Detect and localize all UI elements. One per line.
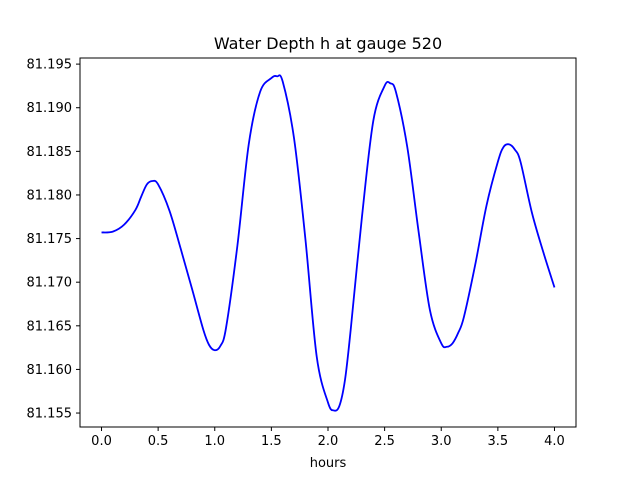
y-tick-label: 81.170 xyxy=(27,276,73,291)
chart-title: Water Depth h at gauge 520 xyxy=(214,34,442,53)
y-tick-label: 81.160 xyxy=(27,363,73,378)
y-tick-label: 81.195 xyxy=(27,58,73,73)
x-tick-label: 3.0 xyxy=(431,434,452,449)
x-tick-label: 0.0 xyxy=(91,434,112,449)
y-axis-ticks: 81.155 81.160 81.165 81.170 81.175 81.180 81.1… xyxy=(27,58,80,422)
x-tick-label: 0.5 xyxy=(148,434,169,449)
y-tick-label: 81.175 xyxy=(27,232,73,247)
x-tick-label: 1.5 xyxy=(261,434,282,449)
x-tick-label: 4.0 xyxy=(544,434,565,449)
x-tick-label: 1.0 xyxy=(204,434,225,449)
x-tick-label: 2.0 xyxy=(318,434,339,449)
y-tick-label: 81.190 xyxy=(27,101,73,116)
x-axis-label: hours xyxy=(310,456,347,471)
y-tick-label: 81.185 xyxy=(27,145,73,160)
x-tick-label: 2.5 xyxy=(374,434,395,449)
x-axis-ticks: 0.0 0.5 1.0 1.5 2.0 2.5 3.0 3.5 4.0 xyxy=(91,427,565,449)
y-tick-label: 81.180 xyxy=(27,188,73,203)
y-tick-label: 81.165 xyxy=(27,319,73,334)
series-line xyxy=(101,74,556,412)
x-tick-label: 3.5 xyxy=(488,434,509,449)
y-tick-label: 81.155 xyxy=(27,407,73,422)
